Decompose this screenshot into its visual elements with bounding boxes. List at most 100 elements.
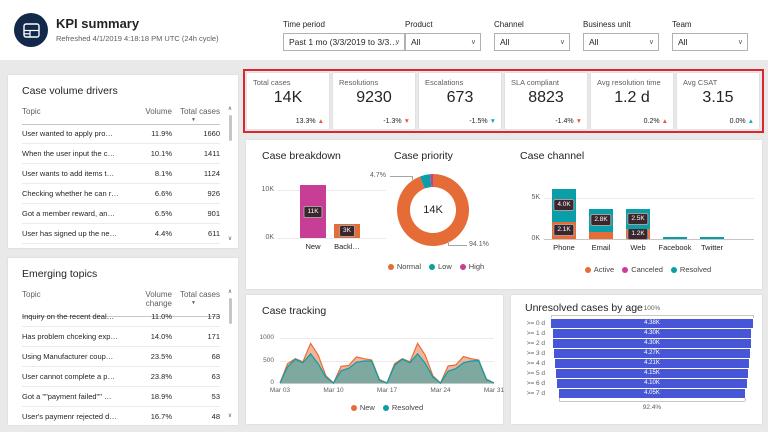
sort-desc-icon[interactable]: ▼ xyxy=(191,300,196,306)
gridline xyxy=(278,238,386,239)
funnel-bar[interactable] xyxy=(556,369,748,378)
table-row[interactable]: User's paymenr rejected d… 16.7% 48 xyxy=(22,407,220,427)
trend-down-icon: ▼ xyxy=(489,118,496,125)
cell-total-cases: 53 xyxy=(211,392,220,401)
legend-item-canceled[interactable]: Canceled xyxy=(622,265,663,274)
legend-item-resolved[interactable]: Resolved xyxy=(670,265,711,274)
cell-total-cases: 1660 xyxy=(203,129,220,138)
time-period-dropdown[interactable]: Past 1 mo (3/3/2019 to 3/3… ∨ xyxy=(283,33,405,51)
kpi-card[interactable]: Avg resolution time 1.2 d 0.2% ▲ xyxy=(591,73,673,129)
kpi-highlight-box xyxy=(243,69,764,133)
scroll-thumb[interactable] xyxy=(229,298,232,324)
column-header[interactable]: Total cases xyxy=(179,107,220,116)
refresh-status: Refreshed 4/1/2019 4:18:18 PM UTC (24h c… xyxy=(56,34,219,43)
column-header[interactable]: Total cases xyxy=(179,290,220,299)
channel-legend: Active Canceled Resolved xyxy=(548,265,748,274)
kpi-delta: -1.4% ▼ xyxy=(555,118,582,125)
funnel-category: >= 7 d xyxy=(526,390,545,397)
kpi-card[interactable]: Avg CSAT 3.15 0.0% ▲ xyxy=(677,73,759,129)
business-unit-dropdown[interactable]: All ∨ xyxy=(583,33,659,51)
bracket-line xyxy=(558,401,746,402)
donut-slice-normal[interactable] xyxy=(397,174,469,246)
kpi-card[interactable]: Total cases 14K 13.3% ▲ xyxy=(247,73,329,129)
gridline xyxy=(280,338,494,339)
area-series-resolved[interactable] xyxy=(280,353,494,383)
table-row[interactable]: When the user input the c… 10.1% 1411 xyxy=(22,144,220,164)
dropdown-value: All xyxy=(411,37,421,47)
dashboard-grid-icon xyxy=(22,22,40,38)
table-row[interactable]: User wanted to apply pro… 11.9% 1660 xyxy=(22,124,220,144)
cell-volume: 6.6% xyxy=(154,189,172,198)
filter-label: Channel xyxy=(494,20,524,29)
stack-active-email[interactable] xyxy=(589,231,613,239)
column-header[interactable]: Volume change xyxy=(145,290,172,308)
cell-volume: 10.1% xyxy=(150,149,172,158)
legend-item-high[interactable]: High xyxy=(459,262,484,271)
table-row[interactable]: Got a ""payment failed"" … 18.9% 53 xyxy=(22,387,220,407)
column-header[interactable]: Topic xyxy=(22,107,41,116)
donut-slice-low[interactable] xyxy=(419,174,432,189)
kpi-delta-text: 13.3% xyxy=(295,118,318,125)
scroll-down-icon[interactable]: ∨ xyxy=(227,236,233,242)
data-label: 2.5K xyxy=(627,212,649,225)
x-axis-tick: New xyxy=(305,242,321,251)
data-label: 1.2K xyxy=(627,228,649,241)
funnel-value-label: 4.10K xyxy=(644,380,660,386)
funnel-bar[interactable] xyxy=(551,319,753,328)
bracket-tick xyxy=(551,315,552,318)
channel-dropdown[interactable]: All ∨ xyxy=(494,33,570,51)
legend-item-new[interactable]: New xyxy=(350,403,375,412)
panel-title: Case volume drivers xyxy=(22,85,118,97)
stack-resolved-facebook[interactable] xyxy=(663,236,687,239)
table-row[interactable]: User has signed up the ne… 4.4% 611 xyxy=(22,224,220,244)
cell-total-cases: 611 xyxy=(208,229,220,238)
legend-item-low[interactable]: Low xyxy=(428,262,452,271)
x-axis-tick: Web xyxy=(630,243,646,252)
stack-resolved-twitter[interactable] xyxy=(700,236,724,239)
product-dropdown[interactable]: All ∨ xyxy=(405,33,481,51)
column-header[interactable]: Topic xyxy=(22,290,41,299)
table-row[interactable]: User cannot complete a p… 23.8% 63 xyxy=(22,367,220,387)
team-dropdown[interactable]: All ∨ xyxy=(672,33,748,51)
legend-item-resolved[interactable]: Resolved xyxy=(382,403,423,412)
table-scrollbar[interactable]: ∧ ∨ xyxy=(225,288,235,419)
cell-topic: Has problem chceking exp… xyxy=(22,332,118,341)
kpi-card[interactable]: Resolutions 9230 -1.3% ▼ xyxy=(333,73,415,129)
chevron-down-icon: ∨ xyxy=(470,39,476,46)
panel-title: Emerging topics xyxy=(22,268,98,280)
funnel-bar[interactable] xyxy=(557,379,747,388)
table-row[interactable]: Has problem chceking exp… 14.0% 171 xyxy=(22,327,220,347)
table-row[interactable]: Inquiry on the recent deal… 11.0% 173 xyxy=(22,307,220,327)
kpi-card[interactable]: SLA compliant 8823 -1.4% ▼ xyxy=(505,73,587,129)
case-breakdown-chart: Case breakdown 10K 0K 11K New 3K Backl… xyxy=(246,140,396,289)
legend-dot xyxy=(459,263,466,270)
cell-topic: User cannot complete a p… xyxy=(22,372,115,381)
scroll-thumb[interactable] xyxy=(229,115,232,141)
funnel-bar[interactable] xyxy=(554,359,750,368)
scroll-up-icon[interactable]: ∧ xyxy=(227,106,233,112)
table-header: Topic Volume change Total cases xyxy=(22,290,220,317)
kpi-delta-text: -1.5% xyxy=(469,118,490,125)
sort-desc-icon[interactable]: ▼ xyxy=(191,117,196,123)
funnel-bar[interactable] xyxy=(552,329,752,338)
table-row[interactable]: Checking whether he can r… 6.6% 926 xyxy=(22,184,220,204)
callout-normal-pct: 94.1% xyxy=(469,241,489,248)
x-axis-tick: Email xyxy=(591,243,611,252)
bracket-tick xyxy=(745,398,747,401)
legend-item-active[interactable]: Active xyxy=(584,265,614,274)
donut-slice-high[interactable] xyxy=(430,174,433,188)
legend-item-normal[interactable]: Normal xyxy=(387,262,421,271)
kpi-value: 14K xyxy=(273,89,303,106)
funnel-bar[interactable] xyxy=(558,389,746,398)
kpi-card[interactable]: Escalations 673 -1.5% ▼ xyxy=(419,73,501,129)
table-row[interactable]: Using Manufacturer coup… 23.5% 68 xyxy=(22,347,220,367)
funnel-bar[interactable] xyxy=(552,339,752,348)
table-scrollbar[interactable]: ∧ ∨ xyxy=(225,105,235,242)
scroll-up-icon[interactable]: ∧ xyxy=(227,289,233,295)
scroll-down-icon[interactable]: ∨ xyxy=(227,413,233,419)
funnel-value-label: 4.21K xyxy=(644,360,660,366)
table-row[interactable]: User wants to add items t… 8.1% 1124 xyxy=(22,164,220,184)
funnel-bar[interactable] xyxy=(553,349,751,358)
column-header[interactable]: Volume xyxy=(145,107,172,116)
table-row[interactable]: Got a member reward, an… 6.5% 901 xyxy=(22,204,220,224)
